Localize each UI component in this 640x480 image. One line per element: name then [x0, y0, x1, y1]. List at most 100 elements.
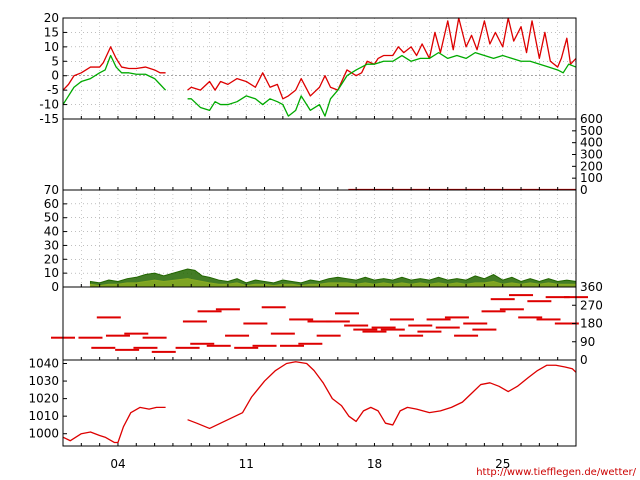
- wind_direction-point: [490, 298, 515, 301]
- chart-marks: [51, 17, 588, 444]
- wind_direction-point: [316, 334, 341, 337]
- precipitation-tick-label: 0: [580, 183, 588, 197]
- temperature-series-temperature: [62, 46, 166, 91]
- wind_direction-point: [175, 346, 200, 349]
- wind_direction-point: [435, 326, 460, 329]
- temperature-tick-label: -10: [39, 98, 59, 112]
- wind_direction-point: [527, 300, 552, 303]
- pressure-tick-label: 1030: [28, 374, 59, 388]
- wind_direction-point: [371, 326, 396, 329]
- wind_direction-point: [124, 332, 149, 335]
- wind_direction-point: [499, 308, 524, 311]
- temperature-series-temperature: [187, 17, 577, 100]
- precipitation-tick-label: 100: [580, 171, 603, 185]
- wind_direction-point: [481, 310, 506, 313]
- wind_direction-point: [91, 346, 116, 349]
- wind_direction-point: [536, 318, 561, 321]
- wind_speed-series-wind_mean: [89, 278, 577, 288]
- wind_direction-point: [417, 330, 442, 333]
- pressure-tick-label: 1040: [28, 357, 59, 371]
- wind_direction-point: [509, 294, 534, 297]
- wind_direction-point: [472, 328, 497, 331]
- wind_direction-point: [197, 310, 222, 313]
- wind_direction-point: [554, 322, 579, 325]
- wind_direction-point: [426, 318, 451, 321]
- wind_direction-point: [334, 312, 359, 315]
- x-tick-label: 18: [367, 457, 382, 471]
- wind_speed-tick-label: 70: [44, 183, 59, 197]
- wind_speed-series-wind_gust: [89, 268, 577, 288]
- wind_speed-tick-label: 50: [44, 211, 59, 225]
- wind_direction-point: [380, 328, 405, 331]
- pressure-tick-label: 1000: [28, 427, 59, 441]
- pressure-tick-label: 1010: [28, 409, 59, 423]
- tick-labels: -15-10-505101520010020030040050060001020…: [28, 11, 602, 471]
- pressure-series-pressure: [187, 361, 577, 430]
- temperature-tick-label: 10: [44, 40, 59, 54]
- wind_speed-tick-label: 30: [44, 238, 59, 252]
- wind_direction-point: [252, 344, 277, 347]
- panel-frames: [62, 17, 577, 447]
- wind_direction-point: [243, 322, 268, 325]
- wind_direction-point: [261, 306, 286, 309]
- wind_direction-point: [399, 334, 424, 337]
- temperature-tick-label: -15: [39, 112, 59, 126]
- wind_speed-tick-label: 10: [44, 266, 59, 280]
- wind_direction-tick-label: 270: [580, 298, 603, 312]
- wind_direction-point: [78, 336, 103, 339]
- wind_direction-tick-label: 180: [580, 317, 603, 331]
- precipitation-tick-label: 200: [580, 159, 603, 173]
- temperature-series-dewpoint: [187, 51, 577, 117]
- wind_direction-point: [389, 318, 414, 321]
- temperature-tick-label: 0: [51, 69, 59, 83]
- temperature-tick-label: 5: [51, 54, 59, 68]
- wind_direction-point: [96, 316, 121, 319]
- temperature-tick-label: -5: [47, 83, 59, 97]
- wind_direction-point: [105, 334, 130, 337]
- wind_direction-point: [190, 342, 215, 345]
- x-tick-label: 25: [495, 457, 510, 471]
- wind_direction-tick-label: 360: [580, 280, 603, 294]
- wind_direction-tick-label: 90: [580, 335, 595, 349]
- wind_direction-point: [270, 332, 295, 335]
- temperature-tick-label: 15: [44, 25, 59, 39]
- precipitation-tick-label: 300: [580, 148, 603, 162]
- wind_direction-point: [280, 344, 305, 347]
- wind_direction-point: [344, 324, 369, 327]
- wind_direction-point: [362, 330, 387, 333]
- x-tick-label: 04: [110, 457, 125, 471]
- wind_direction-point: [151, 350, 176, 353]
- wind_direction-point: [142, 336, 167, 339]
- credit-text: http://www.tiefflegen.de/wetter/: [476, 467, 636, 478]
- wind_direction-point: [289, 318, 314, 321]
- pressure-series-pressure: [62, 406, 166, 444]
- wind_direction-point: [234, 346, 259, 349]
- wind_speed-tick-label: 20: [44, 252, 59, 266]
- temperature-tick-label: 20: [44, 11, 59, 25]
- wind_direction-point: [298, 342, 323, 345]
- precipitation-tick-label: 500: [580, 124, 603, 138]
- wind_speed-tick-label: 40: [44, 225, 59, 239]
- wind_direction-point: [115, 348, 140, 351]
- wind_direction-point: [408, 324, 433, 327]
- wind_direction-tick-label: 0: [580, 353, 588, 367]
- wind_direction-point: [307, 320, 332, 323]
- wind_direction-point: [454, 334, 479, 337]
- wind_direction-point: [133, 346, 158, 349]
- wind_speed-tick-label: 60: [44, 197, 59, 211]
- precipitation-tick-label: 600: [580, 112, 603, 126]
- wind_direction-point: [444, 316, 469, 319]
- x-tick-label: 11: [239, 457, 254, 471]
- wind_direction-point: [463, 322, 488, 325]
- wind_direction-point: [215, 308, 240, 311]
- wind_direction-point: [206, 344, 231, 347]
- wind_direction-point: [182, 320, 207, 323]
- pressure-tick-label: 1020: [28, 392, 59, 406]
- wind_direction-point: [225, 334, 250, 337]
- wind_direction-point: [518, 316, 543, 319]
- temperature-series-dewpoint: [62, 54, 167, 105]
- wind_speed-tick-label: 0: [51, 280, 59, 294]
- wind_direction-point: [545, 296, 570, 299]
